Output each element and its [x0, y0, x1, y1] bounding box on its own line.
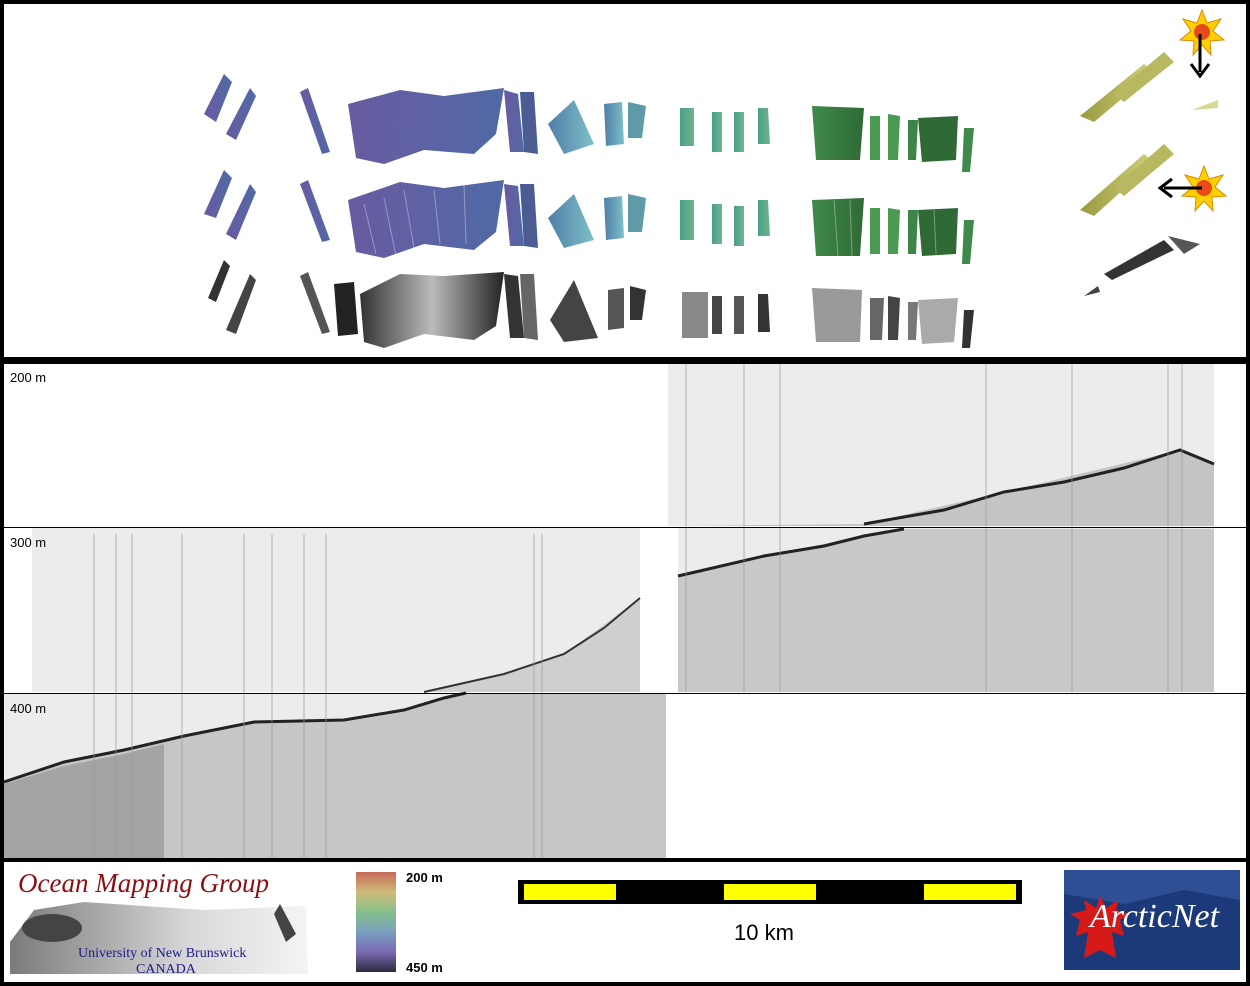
colorbar-top-label: 200 m	[406, 870, 443, 885]
profile-image	[4, 364, 1215, 858]
scale-bar-label: 10 km	[734, 920, 794, 945]
scale-segment	[524, 884, 616, 900]
swath-coverage-map	[204, 8, 1228, 348]
band-divider	[4, 693, 1246, 694]
depth-label-300: 300 m	[10, 535, 47, 550]
omg-university: University of New Brunswick	[78, 946, 247, 961]
scale-segment	[724, 884, 816, 900]
sun-icon	[1180, 164, 1228, 213]
ocean-mapping-group-logo: Ocean Mapping Group University of New Br…	[4, 862, 314, 982]
multibeam-map-panel	[4, 4, 1246, 357]
swath-group-east	[1080, 52, 1218, 296]
band-divider	[4, 527, 1246, 528]
depth-label-400: 400 m	[10, 701, 47, 716]
omg-country: CANADA	[136, 962, 196, 977]
legend-panel: Ocean Mapping Group University of New Br…	[4, 862, 1246, 982]
colorbar-bottom-label: 450 m	[406, 960, 443, 975]
omg-title: Ocean Mapping Group	[18, 868, 269, 898]
scale-segment	[924, 884, 1016, 900]
arrow-left-icon	[1157, 177, 1202, 199]
arcticnet-text: ArcticNet	[1090, 898, 1220, 935]
swath-row-colour-shaded-2	[204, 170, 974, 264]
arrow-down-icon	[1189, 34, 1211, 79]
sun-icon	[1178, 8, 1226, 57]
logo-seafloor-image	[10, 902, 308, 974]
scale-bar	[518, 880, 1022, 904]
maple-leaf-icon	[1064, 870, 1240, 958]
subbottom-profile-panel: 200 m 300 m 400 m	[4, 364, 1246, 858]
swath-row-colour-shaded-1	[204, 74, 974, 172]
arcticnet-logo: ArcticNet	[1064, 870, 1240, 970]
swath-row-backscatter	[208, 260, 974, 348]
depth-label-200: 200 m	[10, 370, 47, 385]
depth-colorbar	[356, 872, 396, 972]
